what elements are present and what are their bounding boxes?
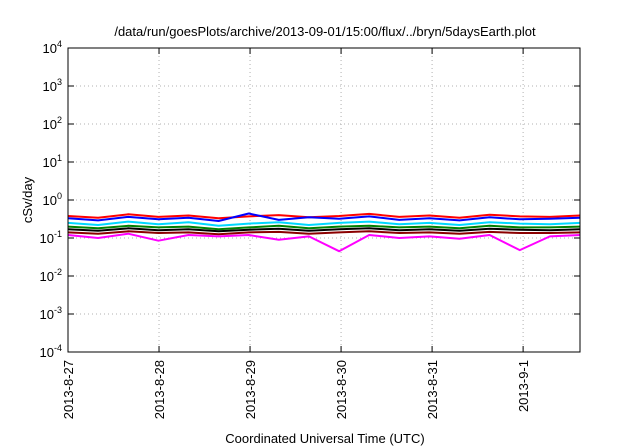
y-tick-label: 10-2: [40, 267, 62, 284]
y-tick-label: 10-3: [40, 305, 62, 322]
x-tick-label: 2013-8-29: [243, 360, 258, 419]
y-tick-label: 10-1: [40, 229, 62, 246]
x-axis-label: Coordinated Universal Time (UTC): [225, 431, 424, 446]
x-tick-label: 2013-8-30: [334, 360, 349, 419]
y-tick-label: 103: [43, 77, 62, 94]
series-line-3: [67, 220, 581, 227]
series-layer: [67, 212, 581, 253]
y-axis: 104 103 102 101 100 10-1 10-2 10-3 10-4: [40, 39, 580, 360]
y-tick-label: 102: [43, 115, 62, 132]
series-line-2: [67, 212, 581, 222]
series-line-4: [67, 224, 581, 231]
series-line-5: [67, 227, 581, 233]
grid: [68, 48, 580, 352]
y-tick-label: 101: [43, 153, 62, 170]
x-axis: 2013-8-27 2013-8-28 2013-8-29 2013-8-30 2013…: [61, 48, 531, 419]
y-tick-label: 100: [43, 191, 62, 208]
series-line-1: [67, 212, 581, 220]
y-tick-label: 104: [43, 39, 62, 56]
series-line-6: [67, 230, 581, 236]
y-axis-label: cSv/day: [20, 176, 35, 223]
x-tick-label: 2013-8-31: [425, 360, 440, 419]
series-line-7: [67, 232, 581, 253]
x-tick-label: 2013-8-28: [152, 360, 167, 419]
x-tick-label: 2013-8-27: [61, 360, 76, 419]
y-tick-label: 10-4: [40, 343, 62, 360]
x-tick-label: 2013-9-1: [516, 360, 531, 412]
chart-title: /data/run/goesPlots/archive/2013-09-01/1…: [114, 24, 536, 39]
